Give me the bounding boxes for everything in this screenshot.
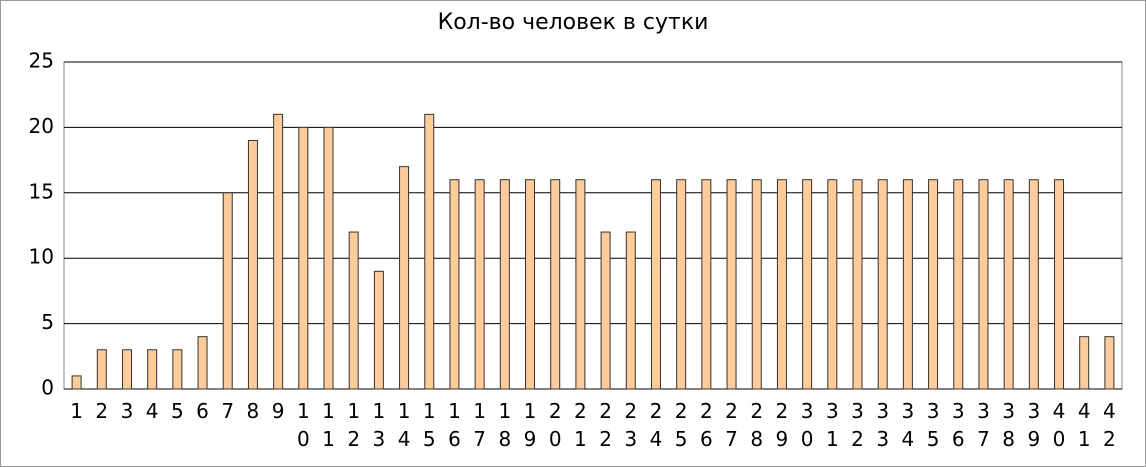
bar	[424, 113, 435, 390]
bar	[172, 349, 183, 390]
bar	[499, 179, 510, 390]
bar	[273, 113, 284, 390]
y-tick-label: 10	[29, 245, 54, 269]
bar	[147, 349, 158, 390]
bar	[1054, 179, 1065, 390]
bar	[827, 179, 838, 390]
bar	[550, 179, 561, 390]
bar	[348, 231, 359, 390]
bar	[1003, 179, 1014, 390]
x-tick-label: 8	[247, 399, 260, 423]
bar	[71, 375, 82, 390]
bar	[676, 179, 687, 390]
bar	[449, 179, 460, 390]
bar	[1104, 336, 1115, 390]
x-tick-label: 6	[196, 399, 209, 423]
y-tick-label: 20	[29, 114, 54, 138]
bar	[247, 139, 258, 390]
bar	[953, 179, 964, 390]
x-tick-label: 3	[121, 399, 134, 423]
bar	[650, 179, 661, 390]
bar	[96, 349, 107, 390]
bar	[525, 179, 536, 390]
x-tick-label: 2	[95, 399, 108, 423]
bar	[575, 179, 586, 390]
bar	[751, 179, 762, 390]
bar	[121, 349, 132, 390]
bar	[625, 231, 636, 390]
x-tick-label: 5	[171, 399, 184, 423]
bar	[978, 179, 989, 390]
bar	[197, 336, 208, 390]
bar	[474, 179, 485, 390]
bar	[399, 166, 410, 390]
bar	[1079, 336, 1090, 390]
y-tick-label: 15	[29, 179, 54, 203]
bar	[600, 231, 611, 390]
bar	[802, 179, 813, 390]
bar	[776, 179, 787, 390]
bar	[877, 179, 888, 390]
bar	[928, 179, 939, 390]
plot-area	[63, 61, 1123, 390]
bar	[852, 179, 863, 390]
bar	[373, 270, 384, 390]
bar	[726, 179, 737, 390]
y-tick-label: 0	[41, 376, 54, 400]
y-tick-label: 5	[41, 310, 54, 334]
x-tick-label: 9	[272, 399, 285, 423]
y-tick-label: 25	[29, 49, 54, 73]
x-tick-label: 7	[221, 399, 234, 423]
bar	[298, 126, 309, 390]
chart-title: Кол-во человек в сутки	[438, 10, 709, 35]
bar	[222, 192, 233, 390]
bar	[902, 179, 913, 390]
bar	[701, 179, 712, 390]
x-tick-label: 4	[146, 399, 159, 423]
bar	[323, 126, 334, 390]
x-tick-label: 1	[70, 399, 83, 423]
bar	[1028, 179, 1039, 390]
